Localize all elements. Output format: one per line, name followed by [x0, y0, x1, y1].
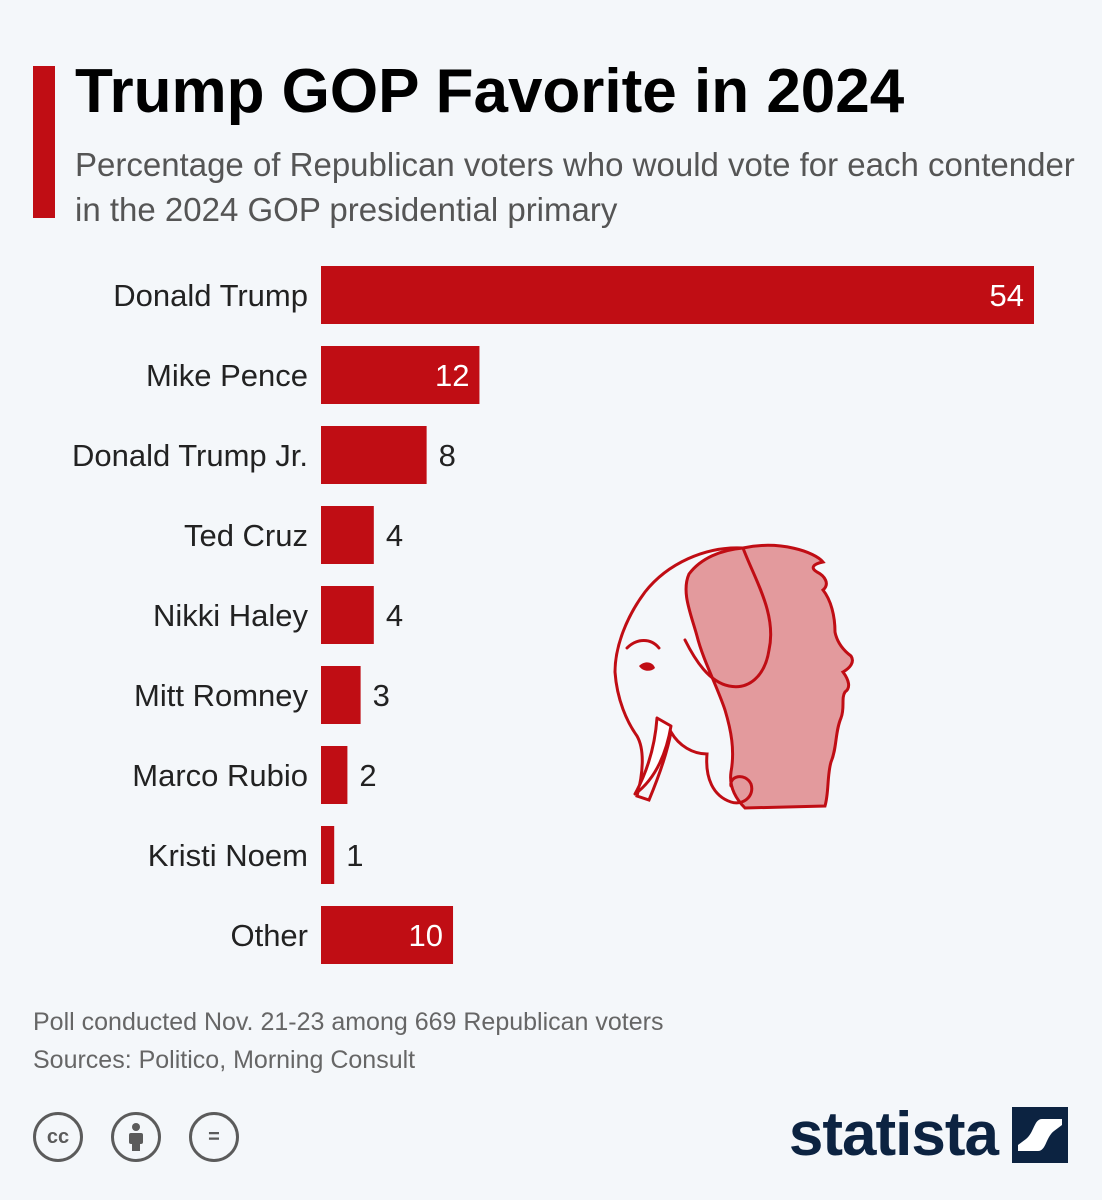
elephant-head-outline	[613, 546, 754, 805]
accent-bar	[33, 66, 55, 218]
category-label-mitt-romney: Mitt Romney	[134, 678, 308, 713]
footnote-sources: Sources: Politico, Morning Consult	[33, 1046, 416, 1074]
value-label-mike-pence: 12	[435, 358, 469, 393]
bar-mitt-romney	[321, 666, 361, 724]
category-label-marco-rubio: Marco Rubio	[132, 758, 308, 793]
gop-elephant-trump-profile-icon	[613, 543, 854, 810]
value-label-mitt-romney: 3	[373, 678, 390, 713]
statista-wordmark: statista	[788, 1100, 999, 1169]
bar-other	[321, 906, 454, 964]
cc-icon[interactable]: cc	[33, 1112, 83, 1162]
elephant-tusk	[633, 716, 673, 796]
category-label-nikki-haley: Nikki Haley	[153, 598, 309, 633]
footnote-poll: Poll conducted Nov. 21-23 among 669 Repu…	[33, 1008, 664, 1036]
category-label-donald-trump: Donald Trump	[113, 278, 308, 313]
category-label-donald-trump-jr: Donald Trump Jr.	[72, 438, 308, 473]
bar-donald-trump	[321, 266, 1034, 324]
value-label-marco-rubio: 2	[359, 758, 376, 793]
statista-logo-icon	[1012, 1107, 1068, 1163]
category-label-kristi-noem: Kristi Noem	[148, 838, 308, 873]
value-label-other: 10	[409, 918, 443, 953]
bar-donald-trump-jr	[321, 426, 427, 484]
bar-marco-rubio	[321, 746, 348, 804]
bar-kristi-noem	[321, 826, 335, 884]
value-label-ted-cruz: 4	[386, 518, 403, 553]
bar-mike-pence	[321, 346, 480, 404]
value-label-kristi-noem: 1	[346, 838, 363, 873]
nd-icon[interactable]: =	[189, 1112, 239, 1162]
category-label-mike-pence: Mike Pence	[146, 358, 308, 393]
trump-profile-silhouette	[684, 543, 854, 810]
bar-nikki-haley	[321, 586, 374, 644]
category-label-ted-cruz: Ted Cruz	[184, 518, 308, 553]
license-icons: cc =	[33, 1112, 239, 1162]
value-label-donald-trump-jr: 8	[439, 438, 456, 473]
statista-brand[interactable]: statista	[789, 1100, 1068, 1170]
value-label-nikki-haley: 4	[386, 598, 403, 633]
bar-ted-cruz	[321, 506, 374, 564]
elephant-brow	[625, 639, 661, 650]
category-label-other: Other	[230, 918, 308, 953]
chart-title: Trump GOP Favorite in 2024	[75, 57, 905, 126]
by-icon[interactable]	[111, 1112, 161, 1162]
elephant-ear	[683, 546, 773, 689]
value-label-donald-trump: 54	[990, 278, 1024, 313]
chart-subtitle: Percentage of Republican voters who woul…	[75, 146, 1075, 228]
elephant-eye	[639, 662, 655, 671]
